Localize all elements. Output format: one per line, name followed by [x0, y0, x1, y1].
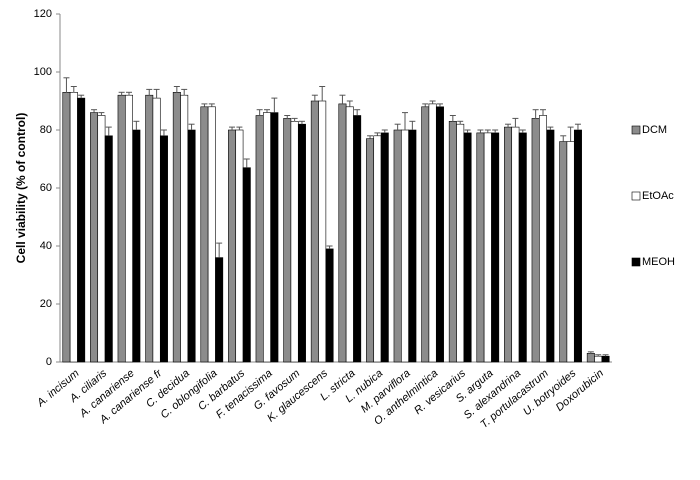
- bar: [338, 103, 347, 363]
- bar: [159, 135, 168, 363]
- bar: [180, 94, 189, 363]
- bar: [318, 100, 327, 363]
- bar: [228, 129, 237, 363]
- bar: [345, 106, 354, 363]
- bar: [504, 126, 513, 363]
- bar: [152, 97, 161, 363]
- bar: [104, 135, 113, 363]
- bar: [187, 129, 196, 363]
- bar: [263, 112, 271, 363]
- bar: [353, 115, 362, 363]
- bar: [90, 112, 99, 363]
- bar: [456, 123, 465, 363]
- legend-label: DCM: [642, 124, 667, 136]
- bar: [132, 129, 141, 363]
- y-tick-label: 60: [40, 182, 52, 194]
- bar: [559, 141, 568, 363]
- bar: [310, 100, 319, 363]
- bar: [421, 106, 430, 363]
- bar: [586, 352, 595, 363]
- bar: [594, 355, 603, 363]
- bar: [483, 132, 492, 363]
- bar: [463, 132, 472, 363]
- bar: [69, 92, 78, 363]
- y-axis-title: Cell viability (% of control): [14, 113, 28, 264]
- bar: [62, 92, 71, 363]
- bar: [393, 129, 402, 363]
- y-tick-label: 40: [40, 240, 52, 252]
- bar: [325, 248, 334, 363]
- bar: [401, 129, 409, 363]
- legend-swatch: [631, 191, 641, 201]
- bar: [531, 118, 540, 363]
- bar: [297, 123, 306, 363]
- bar: [546, 129, 555, 363]
- bar: [448, 121, 457, 363]
- legend-swatch: [631, 257, 641, 267]
- bar: [200, 106, 209, 363]
- bar: [235, 129, 244, 363]
- legend-label: EtOAc: [642, 190, 674, 202]
- bar: [270, 112, 279, 363]
- bar: [518, 132, 527, 363]
- bar: [117, 94, 126, 363]
- bar: [566, 141, 575, 363]
- bar: [242, 167, 251, 363]
- bar: [476, 132, 485, 363]
- bar: [125, 94, 133, 363]
- y-tick-label: 20: [40, 298, 52, 310]
- y-tick-label: 80: [40, 124, 52, 136]
- bar: [573, 129, 582, 363]
- bar: [373, 135, 382, 363]
- bar: [408, 129, 417, 363]
- bar: [601, 355, 610, 363]
- bar: [435, 106, 444, 363]
- y-tick-label: 0: [46, 356, 52, 368]
- bar: [97, 115, 106, 363]
- bar: [366, 138, 375, 363]
- bar: [290, 121, 299, 363]
- bar: [511, 126, 520, 363]
- bar: [491, 132, 500, 363]
- bar: [428, 103, 437, 363]
- bar: [77, 97, 86, 363]
- bar: [255, 115, 264, 363]
- legend-label: MEOH: [642, 256, 675, 268]
- bar: [207, 106, 216, 363]
- bar: [145, 94, 154, 363]
- bar: [380, 132, 389, 363]
- bar: [539, 115, 547, 363]
- y-tick-label: 120: [34, 8, 52, 20]
- bar: [215, 257, 224, 363]
- bar: [283, 118, 292, 363]
- y-tick-label: 100: [34, 66, 52, 78]
- bar: [172, 92, 181, 363]
- legend-swatch: [631, 125, 641, 135]
